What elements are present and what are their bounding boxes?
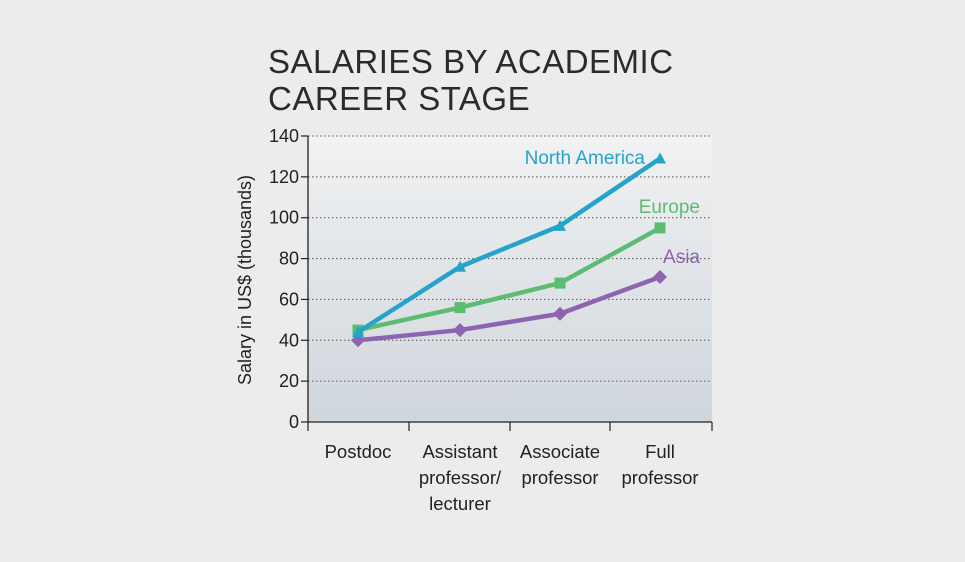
chart-title: SALARIES BY ACADEMIC CAREER STAGE [268,43,674,117]
data-point-marker [454,302,466,314]
labels: 0 20 40 60 80 100 120 140 Postdoc Assistant profes… [235,126,700,514]
data-point-marker [454,260,466,272]
data-point-marker [554,277,566,289]
data-point-marker [554,219,566,231]
plot-background [308,136,712,422]
x-category-label-line: lecturer [429,493,491,514]
y-tick-label: 0 [289,412,299,432]
y-tick-label: 80 [279,249,299,269]
data-point-marker [453,323,467,338]
data-point-marker [352,326,364,338]
x-category-label-line: Full [645,441,675,462]
x-category-label-line: professor [521,467,598,488]
series-label: North America [525,148,646,169]
y-tick-label: 40 [279,330,299,350]
x-category-label-line: Postdoc [325,441,392,462]
data-point-marker [654,152,666,164]
y-axis-label: Salary in US$ (thousands) [235,175,255,385]
x-category-label: Postdoc [325,441,392,462]
series-line [355,225,663,333]
data-point-marker [654,222,666,234]
y-tick-label: 60 [279,289,299,309]
series-label: Asia [663,247,700,268]
series-line [355,274,663,343]
axes [301,135,713,431]
series-label: Europe [639,197,700,218]
series-line [355,156,663,335]
series-lines [351,152,667,348]
x-category-label-line: professor/ [419,467,502,488]
x-category-label-line: professor [621,467,698,488]
y-tick-label: 120 [269,167,299,187]
y-tick-label: 100 [269,208,299,228]
x-category-label: Full professor [621,441,698,488]
x-category-label-line: Associate [520,441,600,462]
data-point-marker [653,269,667,284]
x-category-label-line: Assistant [422,441,497,462]
x-category-label: Assistant professor/lecturer [419,441,502,514]
x-category-label: Associate professor [520,441,600,488]
data-point-marker [553,306,567,321]
gridlines [308,135,712,382]
y-tick-label: 140 [269,126,299,146]
y-tick-label: 20 [279,371,299,391]
